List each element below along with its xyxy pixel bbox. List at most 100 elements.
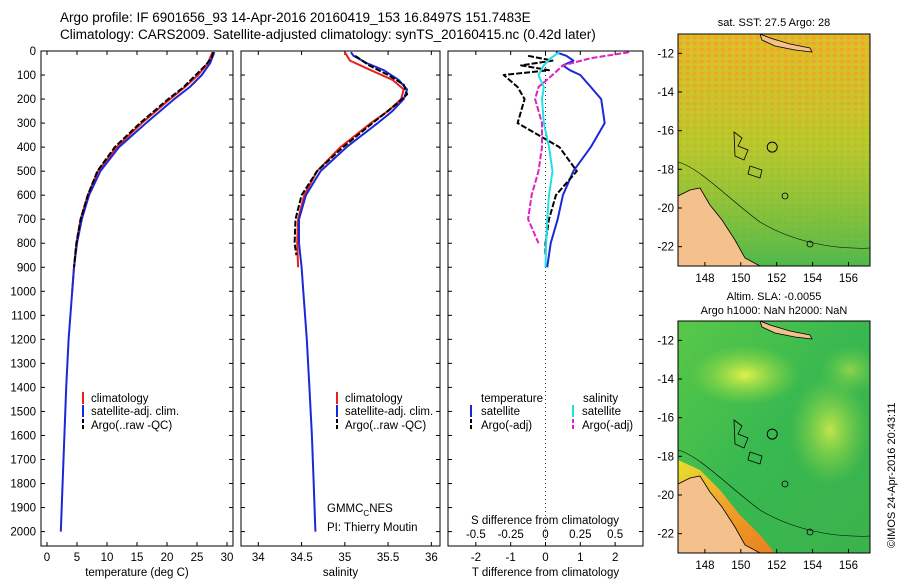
- depth-tick-label: 1500: [10, 406, 36, 418]
- depth-tick-label: 1200: [10, 334, 36, 346]
- program-name-part: GMMC: [327, 503, 363, 515]
- map-y-tick-label: -14: [657, 374, 674, 386]
- salinity-panel: [240, 50, 441, 547]
- depth-tick-label: 500: [17, 166, 36, 178]
- sla-map-subtitle: Argo h1000: NaN h2000: NaN: [701, 305, 848, 317]
- sst-map-frame: [677, 33, 871, 267]
- depth-tick-label: 300: [17, 118, 36, 130]
- x-tick-label: 36: [425, 552, 438, 564]
- depth-tick-label: 1700: [10, 454, 36, 466]
- sla-map-frame: [677, 320, 871, 554]
- depth-tick-label: 400: [17, 142, 36, 154]
- pi-annotation: PI: Thierry Moutin: [327, 522, 418, 534]
- sst-isobath: [678, 161, 870, 249]
- legend-climatology-label: climatology: [91, 393, 149, 405]
- figure-title-line2: Climatology: CARS2009. Satellite-adjuste…: [60, 27, 596, 42]
- x-tick-label: 34: [252, 552, 265, 564]
- temperature-satellite-adj-clim-line: [59, 51, 216, 532]
- map-y-tick-label: -18: [657, 164, 674, 176]
- sal-legend-argo-label: Argo(..raw -QC): [345, 420, 426, 432]
- program-name-subscript: C: [363, 509, 369, 518]
- depth-tick-label: 0: [30, 46, 36, 58]
- map-x-tick-label: 152: [767, 273, 786, 285]
- sla-blob1: [690, 345, 800, 405]
- sst-reef: [733, 131, 749, 161]
- salinity-legend: climatology satellite-adj. clim. Argo(..…: [336, 392, 433, 432]
- x-tick-label: -2: [471, 552, 481, 564]
- map-x-tick-label: 150: [731, 273, 750, 285]
- map-y-tick-label: -20: [657, 203, 674, 215]
- legend-s-satellite-label: satellite: [582, 406, 621, 418]
- x-tick-label: 30: [221, 552, 234, 564]
- sst-map-axis: 148 150 152 154 156 -12 -14 -16 -18 -20 -22: [657, 48, 858, 285]
- depth-tick-label: 1600: [10, 430, 36, 442]
- x-tick-label: 0: [44, 552, 50, 564]
- difference-axis: -2 -1 0 1 2 T difference from climatology -0.5…: [448, 50, 643, 579]
- x-tick-label: 20: [161, 552, 174, 564]
- sla-map-axis: 148 150 152 154 156 -12 -14 -16 -18 -20 -22: [657, 335, 858, 572]
- sst-reef3: [781, 192, 789, 200]
- map-x-tick-label: 156: [839, 273, 858, 285]
- x-tick-label: 15: [131, 552, 144, 564]
- legend-s-argo-label: Argo(-adj): [582, 420, 633, 432]
- program-annotation: GMMCCNES: [327, 503, 393, 518]
- map-y-tick-label: -20: [657, 490, 674, 502]
- profile-curves: [59, 51, 630, 532]
- s-tick-label: -0.5: [466, 529, 486, 541]
- x-tick-label: 0: [542, 552, 548, 564]
- program-name-tail: NES: [369, 503, 393, 515]
- sla-map-title: Altim. SLA: -0.0055: [727, 291, 822, 303]
- depth-tick-label: 1100: [11, 310, 36, 322]
- x-tick-label: 34.5: [290, 552, 312, 564]
- sla-reef2: [747, 451, 763, 465]
- salinity-satellite-adj-clim-line: [298, 51, 409, 532]
- s-difference-axis-label: S difference from climatology: [471, 515, 619, 527]
- depth-tick-label: 900: [17, 262, 36, 274]
- map-x-tick-label: 148: [695, 273, 714, 285]
- sst-reef4: [806, 240, 814, 248]
- x-tick-label: 1: [577, 552, 583, 564]
- depth-tick-label: 600: [17, 190, 36, 202]
- depth-tick-label: 1900: [10, 503, 36, 515]
- sla-reef: [733, 419, 749, 449]
- temperature-axis: 0 5 10 15 20 25 30 temperature (deg C) 0 100 200 30…: [10, 46, 233, 579]
- x-tick-label: 5: [74, 552, 80, 564]
- difference-t-argo-adj-line: [502, 54, 578, 256]
- x-tick-label: 35: [338, 552, 351, 564]
- legend-argo-label: Argo(..raw -QC): [91, 420, 172, 432]
- map-x-tick-label: 154: [803, 273, 823, 285]
- temperature-argo-raw-qc-line: [73, 51, 215, 268]
- difference-t-satellite-line: [546, 51, 606, 268]
- temperature-legend: climatology satellite-adj. clim. Argo(..…: [82, 392, 179, 432]
- depth-tick-label: 1800: [10, 479, 36, 491]
- difference-s-satellite-line: [537, 51, 560, 268]
- figure-title-line1: Argo profile: IF 6901656_93 14-Apr-2016 …: [60, 10, 531, 25]
- difference-s-argo-adj-line: [527, 51, 630, 244]
- x-axis-label: salinity: [323, 567, 358, 579]
- s-tick-label: 0.5: [607, 529, 623, 541]
- sal-legend-satellite-label: satellite-adj. clim.: [345, 406, 433, 418]
- map-x-tick-label: 154: [803, 560, 823, 572]
- map-x-tick-label: 150: [731, 560, 750, 572]
- depth-tick-label: 700: [17, 214, 36, 226]
- map-y-tick-label: -16: [657, 126, 674, 138]
- x-tick-label: 35.5: [377, 552, 399, 564]
- map-x-tick-label: 148: [695, 560, 714, 572]
- legend-temperature-title: temperature: [481, 393, 543, 405]
- s-tick-label: -0.25: [498, 529, 524, 541]
- x-tick-label: 25: [191, 552, 204, 564]
- map-x-tick-label: 156: [839, 560, 858, 572]
- sla-isobath: [678, 449, 870, 537]
- sla-map: Altim. SLA: -0.0055 Argo h1000: NaN h200…: [657, 291, 871, 572]
- sst-map-title: sat. SST: 27.5 Argo: 28: [718, 17, 831, 29]
- sst-map: sat. SST: 27.5 Argo: 28 148 150 152 154 156 -…: [657, 17, 871, 285]
- legend-satellite-label: satellite-adj. clim.: [91, 406, 179, 418]
- depth-tick-label: 1400: [10, 382, 36, 394]
- map-y-tick-label: -22: [657, 242, 674, 254]
- depth-tick-label: 1300: [10, 358, 36, 370]
- map-y-tick-label: -16: [657, 413, 674, 425]
- map-y-tick-label: -12: [657, 335, 674, 347]
- depth-tick-label: 800: [17, 238, 36, 250]
- map-y-tick-label: -18: [657, 451, 674, 463]
